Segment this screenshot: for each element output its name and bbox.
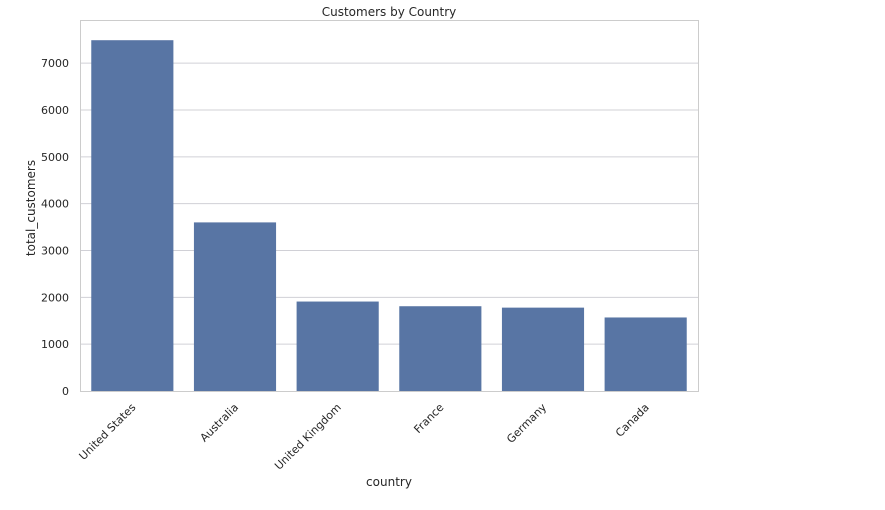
y-tick-label: 7000 <box>41 57 69 70</box>
x-tick-label: Germany <box>504 401 549 446</box>
bar <box>296 301 379 391</box>
y-axis-title: total_customers <box>24 160 38 256</box>
y-tick-label: 0 <box>62 385 69 398</box>
bar <box>604 317 687 391</box>
x-tick-label: France <box>411 401 446 436</box>
y-tick-label: 3000 <box>41 244 69 257</box>
bar <box>91 40 174 392</box>
y-tick-label: 2000 <box>41 291 69 304</box>
y-tick-label: 1000 <box>41 338 69 351</box>
y-tick-label: 5000 <box>41 151 69 164</box>
bar-layer <box>91 40 687 392</box>
x-tick-label: Canada <box>613 401 652 440</box>
y-tick-labels: 0 1000 2000 3000 4000 5000 6000 7000 <box>41 57 69 398</box>
chart-title: Customers by Country <box>322 5 457 19</box>
grid-layer <box>80 62 698 345</box>
x-tick-label: United Kingdom <box>272 401 344 473</box>
plot-frame <box>80 20 699 392</box>
x-axis-title: country <box>366 475 412 489</box>
bar <box>501 307 585 391</box>
bar <box>193 222 277 391</box>
y-tick-label: 4000 <box>41 198 69 211</box>
x-tick-label: United States <box>77 401 139 463</box>
x-tick-labels: United States Australia United Kingdom Fran… <box>77 401 652 473</box>
x-tick-label: Australia <box>198 401 242 445</box>
y-tick-label: 6000 <box>41 104 69 117</box>
bar <box>399 306 482 391</box>
